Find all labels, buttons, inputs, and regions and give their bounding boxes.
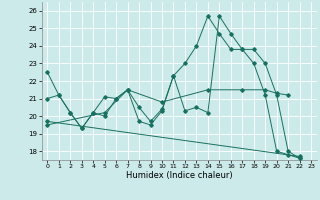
X-axis label: Humidex (Indice chaleur): Humidex (Indice chaleur) [126,171,233,180]
